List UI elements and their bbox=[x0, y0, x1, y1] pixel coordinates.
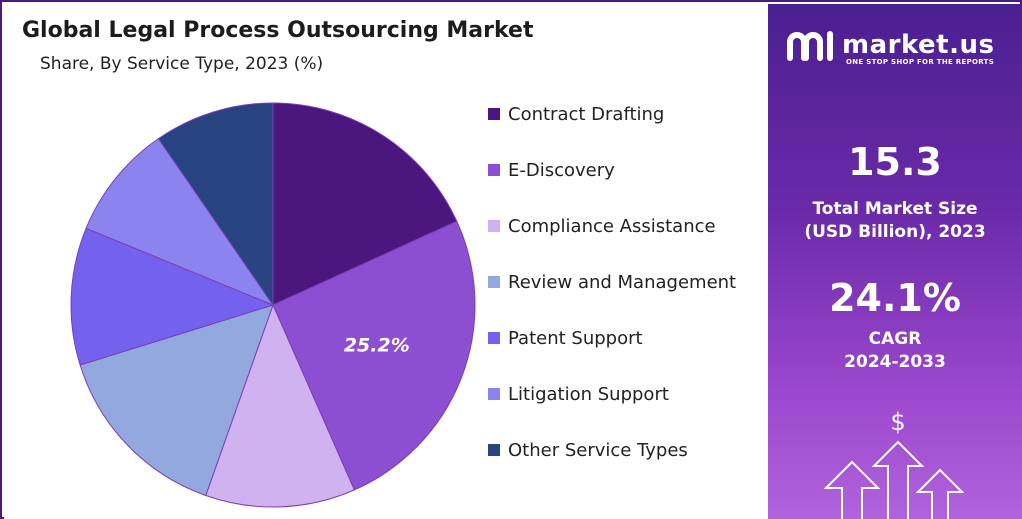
growth-arrows-icon: $ bbox=[823, 408, 965, 519]
pie-data-label: 25.2% bbox=[344, 335, 410, 357]
legend-label: Review and Management bbox=[508, 271, 737, 293]
market-us-logo-icon bbox=[787, 31, 833, 61]
pie-chart: 25.2% bbox=[70, 102, 476, 508]
market-size-value: 15.3 bbox=[848, 140, 942, 184]
brand-name: market.us bbox=[842, 30, 995, 60]
legend-label: Patent Support bbox=[508, 327, 643, 349]
legend-label: Other Service Types bbox=[508, 439, 688, 461]
legend-swatch bbox=[488, 164, 500, 176]
legend-swatch bbox=[488, 444, 500, 456]
cagr-value: 24.1% bbox=[829, 276, 961, 320]
legend-swatch bbox=[488, 388, 500, 400]
dollar-icon: $ bbox=[890, 408, 905, 436]
market-size-label: Total Market Size (USD Billion), 2023 bbox=[768, 198, 1022, 244]
legend-item: Compliance Assistance bbox=[488, 212, 716, 240]
pie-slice-patent-support bbox=[70, 227, 275, 366]
legend-label: Contract Drafting bbox=[508, 103, 665, 125]
legend-item: E-Discovery bbox=[488, 156, 615, 184]
market-size-label-line2: (USD Billion), 2023 bbox=[804, 222, 986, 242]
legend-item: Patent Support bbox=[488, 324, 643, 352]
pie-slice-compliance-assistance bbox=[205, 303, 356, 508]
pie-slice-e-discovery bbox=[272, 220, 476, 491]
legend-label: E-Discovery bbox=[508, 159, 615, 181]
chart-title: Global Legal Process Outsourcing Market bbox=[22, 18, 534, 43]
pie-slice-contract-drafting bbox=[272, 102, 458, 306]
legend-swatch bbox=[488, 332, 500, 344]
pie-slice-litigation-support bbox=[85, 137, 275, 307]
pie-slice-review-and-management bbox=[79, 304, 274, 497]
market-size-label-line1: Total Market Size bbox=[812, 199, 978, 219]
legend-swatch bbox=[488, 108, 500, 120]
legend-label: Litigation Support bbox=[508, 383, 669, 405]
pie-slice-other-service-types bbox=[157, 102, 274, 307]
chart-subtitle: Share, By Service Type, 2023 (%) bbox=[40, 54, 324, 74]
brand-tagline: ONE STOP SHOP FOR THE REPORTS bbox=[846, 58, 995, 66]
cagr-label-text: CAGR bbox=[868, 329, 922, 349]
stats-panel: market.us ONE STOP SHOP FOR THE REPORTS … bbox=[768, 4, 1022, 519]
legend-item: Review and Management bbox=[488, 268, 736, 296]
legend-swatch bbox=[488, 276, 500, 288]
legend-swatch bbox=[488, 220, 500, 232]
legend-item: Litigation Support bbox=[488, 380, 669, 408]
chart-panel: Global Legal Process Outsourcing Market … bbox=[4, 4, 768, 519]
cagr-label: CAGR 2024-2033 bbox=[768, 328, 1022, 374]
legend-label: Compliance Assistance bbox=[508, 215, 716, 237]
cagr-period: 2024-2033 bbox=[844, 352, 946, 372]
legend-item: Other Service Types bbox=[488, 436, 688, 464]
legend-item: Contract Drafting bbox=[488, 100, 664, 128]
brand-logo: market.us bbox=[786, 28, 994, 62]
